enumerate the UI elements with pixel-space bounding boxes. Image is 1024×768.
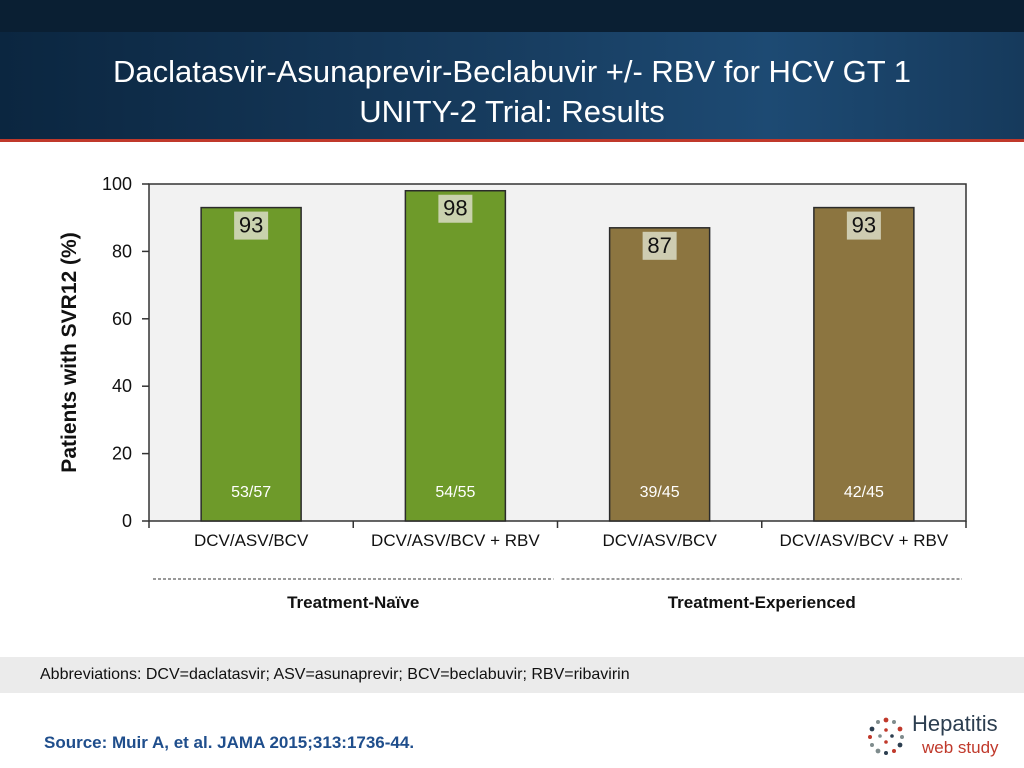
y-tick-label: 40	[112, 376, 132, 396]
logo-word-hepatitis: Hepatitis	[912, 711, 998, 736]
group-label: Treatment-Experienced	[668, 593, 856, 612]
fraction-label: 39/45	[640, 484, 680, 501]
value-label-box	[234, 211, 269, 240]
dot-cluster-icon	[868, 717, 904, 755]
slide-title-line-1: Daclatasvir-Asunaprevir-Beclabuvir +/- R…	[113, 54, 911, 89]
x-category-label: DCV/ASV/BCV	[602, 531, 717, 550]
group-label: Treatment-Naïve	[287, 593, 419, 612]
slide-title-line-2: UNITY-2 Trial: Results	[359, 94, 665, 129]
hepatitis-web-study-logo: Hepatitis web study	[864, 711, 1014, 762]
header-banner	[0, 0, 1024, 142]
abbreviations-band	[0, 657, 1024, 693]
y-tick-label: 20	[112, 444, 132, 464]
bar	[608, 227, 711, 522]
x-category-label: DCV/ASV/BCV + RBV	[780, 531, 949, 550]
bar	[404, 189, 507, 522]
source-citation: Source: Muir A, et al. JAMA 2015;313:173…	[44, 733, 415, 752]
bar	[813, 206, 915, 522]
fraction-label: 53/57	[231, 484, 271, 501]
fraction-label: 42/45	[844, 484, 884, 501]
bar	[200, 206, 302, 522]
y-tick-label: 60	[112, 309, 132, 329]
value-label-box	[438, 194, 473, 223]
header-accent-line	[0, 139, 1024, 142]
abbreviations-text: Abbreviations: DCV=daclatasvir; ASV=asun…	[40, 666, 630, 683]
value-label: 93	[852, 213, 876, 238]
value-label-box	[642, 231, 677, 260]
fraction-label: 54/55	[435, 484, 475, 501]
y-axis-label: Patients with SVR12 (%)	[58, 232, 81, 472]
slide-title: Daclatasvir-Asunaprevir-Beclabuvir +/- R…	[0, 52, 1024, 132]
y-tick-label: 100	[102, 174, 132, 194]
x-category-label: DCV/ASV/BCV + RBV	[371, 531, 540, 550]
value-label: 98	[443, 196, 467, 221]
value-label-box	[846, 211, 881, 240]
y-tick-label: 0	[122, 511, 132, 531]
x-category-label: DCV/ASV/BCV	[194, 531, 309, 550]
svr12-bar-chart: 0 20 40 60 80 100 Patients with SVR12 (%) 93 53/…	[58, 174, 967, 612]
header-top-band	[0, 0, 1024, 32]
logo-word-web-study: web study	[922, 738, 999, 757]
value-label: 87	[647, 233, 671, 258]
y-tick-label: 80	[112, 241, 132, 261]
value-label: 93	[239, 213, 263, 238]
